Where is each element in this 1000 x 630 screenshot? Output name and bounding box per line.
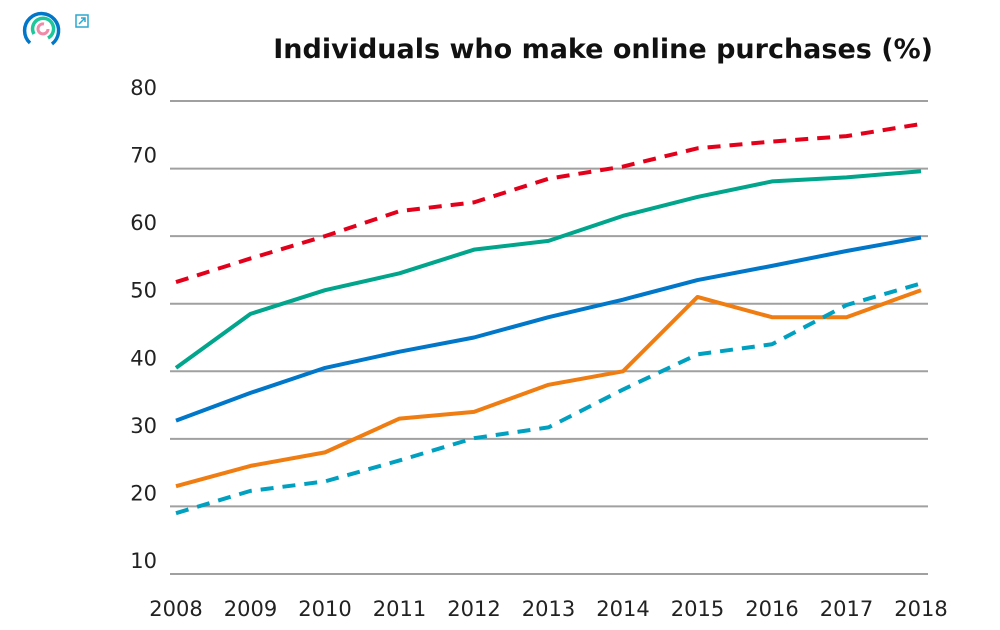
y-tick-label: 80 <box>130 76 157 100</box>
y-tick-label: 50 <box>130 279 157 303</box>
y-tick-label: 10 <box>130 549 157 573</box>
open-external-icon[interactable] <box>75 14 89 28</box>
series-line-0 <box>175 122 922 284</box>
y-tick-label: 20 <box>130 481 157 505</box>
x-tick-label: 2012 <box>447 597 500 621</box>
chart-title: Individuals who make online purchases (%… <box>273 34 933 65</box>
circular-rings-logo <box>22 11 89 46</box>
series-line-3 <box>175 288 922 489</box>
x-tick-label: 2017 <box>820 597 873 621</box>
x-tick-label: 2008 <box>149 597 202 621</box>
y-tick-label: 40 <box>130 346 157 370</box>
x-tick-label: 2009 <box>224 597 277 621</box>
x-tick-label: 2014 <box>596 597 649 621</box>
y-tick-label: 60 <box>130 211 157 235</box>
x-tick-label: 2010 <box>298 597 351 621</box>
x-tick-label: 2016 <box>745 597 798 621</box>
series-line-1 <box>174 169 922 370</box>
series-line-2 <box>175 235 922 423</box>
x-tick-label: 2013 <box>522 597 575 621</box>
x-tick-label: 2011 <box>373 597 426 621</box>
x-tick-label: 2018 <box>894 597 947 621</box>
y-tick-label: 30 <box>130 414 157 438</box>
x-tick-label: 2015 <box>671 597 724 621</box>
y-tick-label: 70 <box>130 144 157 168</box>
